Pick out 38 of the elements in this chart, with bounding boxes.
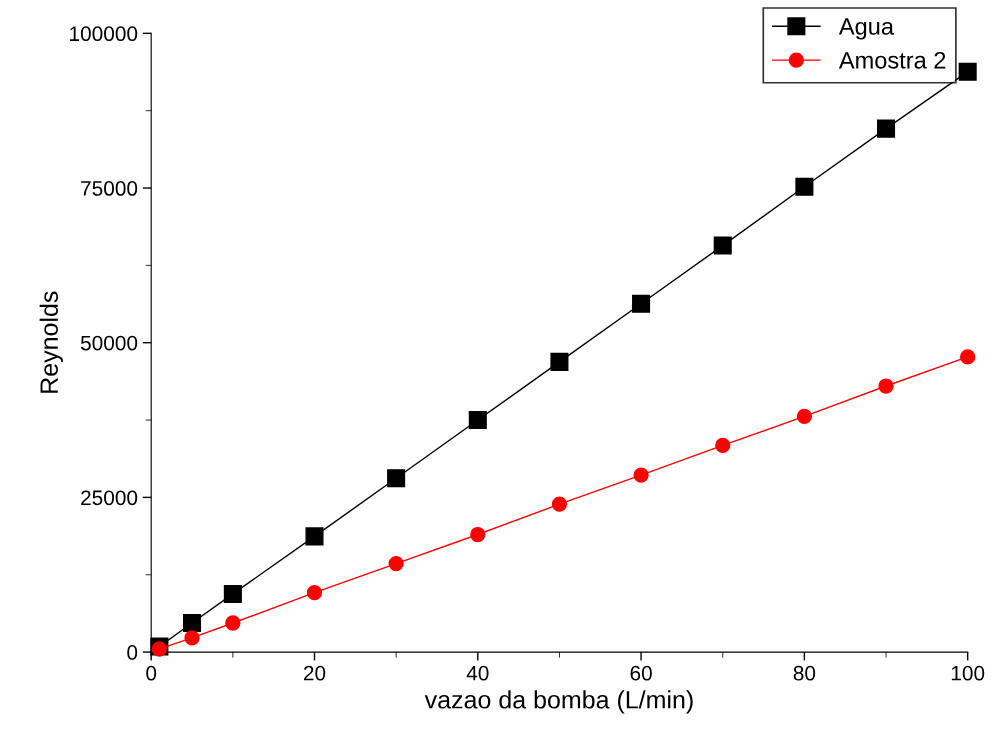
point <box>960 349 976 365</box>
y-tick-label: 50000 <box>80 335 138 351</box>
y-tick-label: 0 <box>127 645 138 660</box>
legend-label: Amostra 2 <box>838 51 946 69</box>
y-tick-label: 25000 <box>81 490 138 506</box>
point <box>796 408 813 424</box>
point <box>878 378 894 394</box>
point <box>877 119 896 138</box>
point <box>151 641 168 657</box>
point <box>958 62 977 81</box>
point <box>468 411 487 430</box>
point <box>633 467 649 483</box>
point <box>225 615 241 631</box>
x-tick-label: 80 <box>793 665 816 681</box>
point <box>715 437 731 454</box>
point <box>551 496 568 512</box>
point <box>306 585 323 601</box>
point <box>305 527 324 546</box>
point <box>550 352 569 371</box>
point <box>795 177 814 196</box>
legend-label: Agua <box>838 18 894 40</box>
x-tick-label: 60 <box>630 665 652 681</box>
point <box>184 630 200 646</box>
point <box>387 469 406 488</box>
point <box>223 584 242 603</box>
point <box>182 613 202 633</box>
point <box>470 526 486 543</box>
x-axis-title: vazao da bomba (L/min) <box>424 690 693 714</box>
x-tick-label: 100 <box>951 665 985 681</box>
y-tick-label: 100000 <box>70 26 138 42</box>
point <box>632 294 651 313</box>
x-tick-label: 0 <box>146 665 157 681</box>
y-axis-title: Reynolds <box>39 291 63 393</box>
point <box>713 236 732 255</box>
x-tick-label: 40 <box>466 665 489 681</box>
point <box>388 555 404 572</box>
y-tick-label: 75000 <box>81 181 138 196</box>
x-tick-label: 20 <box>303 665 326 681</box>
